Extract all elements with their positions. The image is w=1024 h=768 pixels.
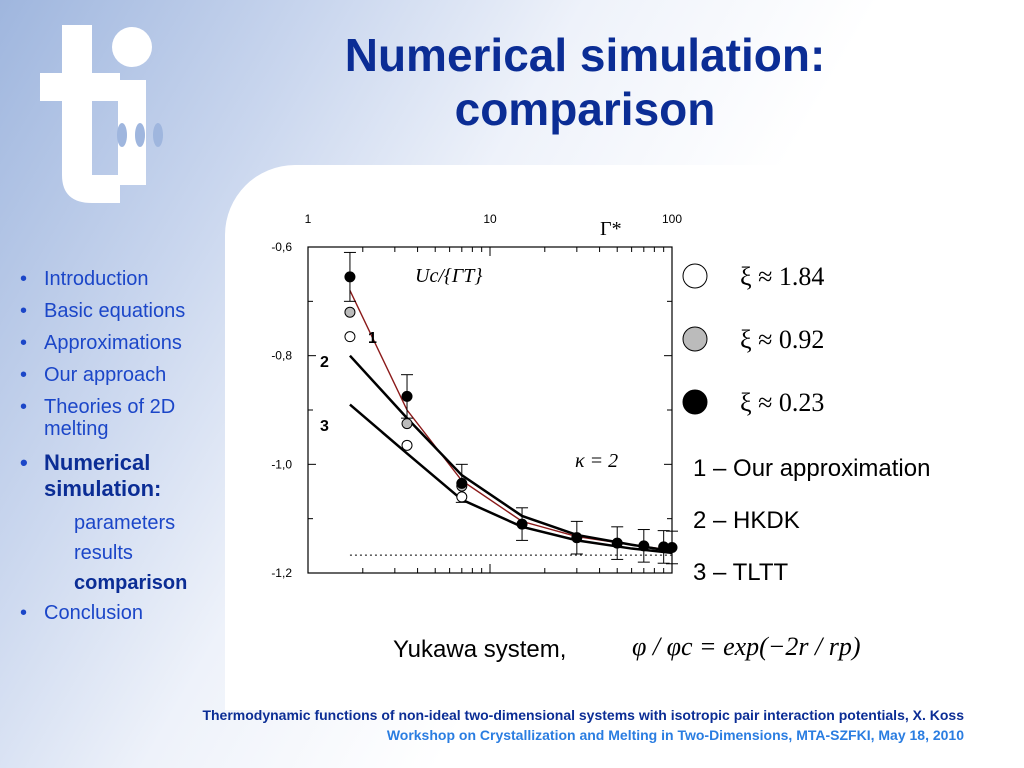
data-point xyxy=(401,418,413,430)
footer-citation: Thermodynamic functions of non-ideal two… xyxy=(202,707,964,723)
bullet-icon: • xyxy=(20,364,28,386)
kappa-annotation: κ = 2 xyxy=(575,450,618,472)
data-point xyxy=(456,491,468,503)
legend-line-2: 2 – HKDK xyxy=(693,507,800,534)
data-point xyxy=(516,518,528,530)
outline-item[interactable]: • Conclusion xyxy=(20,602,225,624)
bullet-icon: • xyxy=(20,268,28,290)
bullet-icon: • xyxy=(20,396,28,418)
outline-item[interactable]: comparison xyxy=(20,572,225,594)
plot-frame xyxy=(307,246,673,574)
outline-item[interactable]: • Basic equations xyxy=(20,300,225,322)
outline-item[interactable]: results xyxy=(20,542,225,564)
title-line-1: Numerical simulation: xyxy=(344,29,826,81)
outline-item[interactable]: • Approximations xyxy=(20,332,225,354)
outline-item-label: results xyxy=(74,542,133,564)
logo xyxy=(40,25,163,203)
legend-line-1: 1 – Our approximation xyxy=(693,455,931,482)
content-panel xyxy=(225,165,1024,710)
y-tick-label: -1,0 xyxy=(271,457,292,471)
y-axis-label: Uc/{ΓT} xyxy=(415,265,482,287)
outline-item-label: Conclusion xyxy=(44,602,143,624)
x-tick-label: 100 xyxy=(662,212,682,226)
outline-item[interactable]: • Theories of 2D melting xyxy=(20,396,225,440)
y-tick-label: -0,8 xyxy=(271,349,292,363)
marker-legend: ξ ≈ 1.84 ξ ≈ 0.92 ξ ≈ 0.23 xyxy=(682,262,824,417)
legend-marker-label: ξ ≈ 0.92 xyxy=(740,325,824,354)
curve-label-3: 3 xyxy=(320,418,329,435)
bullet-icon: • xyxy=(20,602,28,624)
data-point xyxy=(638,540,650,552)
x-tick-label: 1 xyxy=(305,212,312,226)
bullet-icon: • xyxy=(20,332,28,354)
outline-item-label: Basic equations xyxy=(44,300,186,322)
x-tick-label: 10 xyxy=(483,212,497,226)
data-point xyxy=(401,390,413,402)
data-point xyxy=(611,537,623,549)
legend-marker xyxy=(682,263,708,289)
outline-item-label: comparison xyxy=(74,572,188,594)
data-point xyxy=(344,331,356,343)
curve-1 xyxy=(349,290,673,551)
legend-line-3: 3 – TLTT xyxy=(693,559,789,586)
outline-item[interactable]: • Numerical simulation: xyxy=(20,450,225,502)
x-axis-label: Γ* xyxy=(600,218,622,240)
legend-marker xyxy=(682,389,708,415)
curve-label-1: 1 xyxy=(368,330,377,347)
outline-item[interactable]: parameters xyxy=(20,512,225,534)
outline-item-label: Introduction xyxy=(44,268,149,290)
y-tick-label: -1,2 xyxy=(271,566,292,580)
bullet-icon: • xyxy=(20,300,28,322)
outline-item-label: Theories of 2D melting xyxy=(44,396,176,440)
legend-marker-label: ξ ≈ 1.84 xyxy=(740,262,824,291)
title-line-2: comparison xyxy=(454,83,716,135)
outline-item-label: Numerical simulation: xyxy=(44,450,162,501)
outline-list: • Introduction • Basic equations • Approximat… xyxy=(20,268,225,634)
yukawa-label: Yukawa system, xyxy=(393,636,567,663)
legend-marker xyxy=(682,326,708,352)
data-point xyxy=(571,532,583,544)
outline-item[interactable]: • Our approach xyxy=(20,364,225,386)
curve-3 xyxy=(349,403,673,555)
data-point xyxy=(344,306,356,318)
chart: 1 10 100 -0,6 -0,8 -1,0 -1,2 Γ* Uc/{ΓT} κ = 2 1 2 3 xyxy=(271,212,682,580)
data-point xyxy=(666,541,678,553)
y-tick-label: -0,6 xyxy=(271,240,292,254)
data-point xyxy=(456,477,468,489)
outline-item-label: parameters xyxy=(74,512,176,534)
footer-workshop: Workshop on Crystallization and Melting … xyxy=(386,727,964,743)
page-title: Numerical simulation: comparison xyxy=(260,28,910,136)
potential-formula: φ / φc = exp(−2r / rp) xyxy=(632,632,861,661)
outline-item[interactable]: • Introduction xyxy=(20,268,225,290)
bullet-icon: • xyxy=(20,450,28,475)
legend-marker-label: ξ ≈ 0.23 xyxy=(740,388,824,417)
data-point xyxy=(401,439,413,451)
outline-item-label: Approximations xyxy=(44,332,182,354)
curve-label-2: 2 xyxy=(320,354,329,371)
data-point xyxy=(344,271,356,283)
outline-item-label: Our approach xyxy=(44,364,167,386)
